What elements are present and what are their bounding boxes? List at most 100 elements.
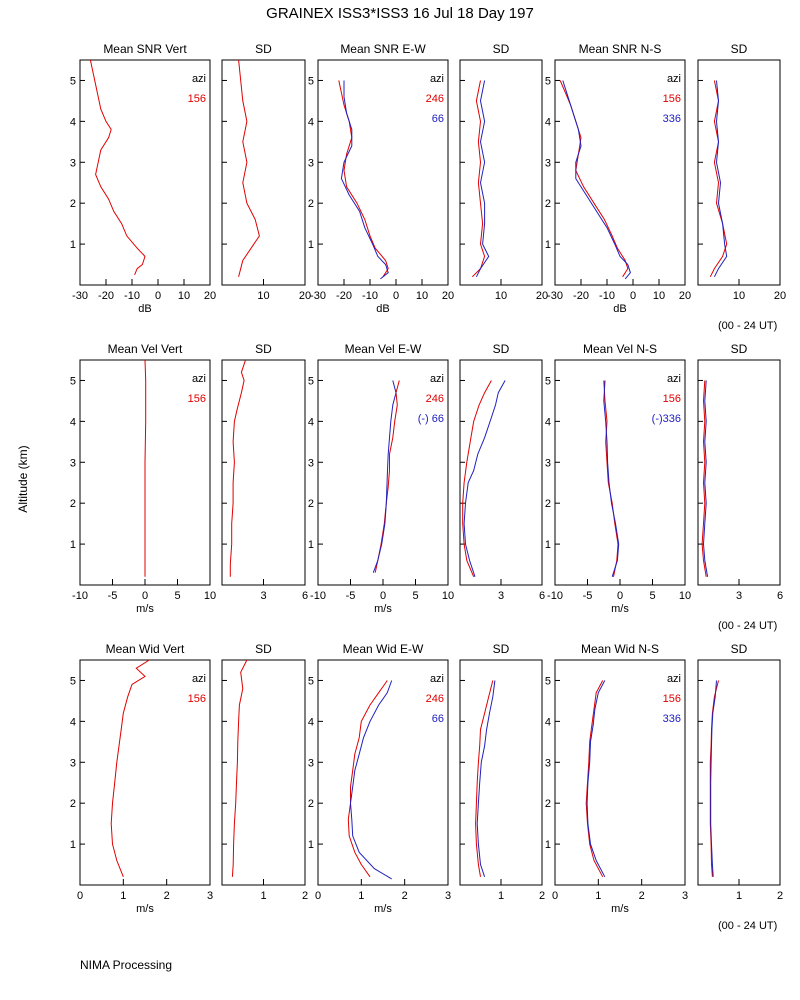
snr-panel-1-series-156 xyxy=(89,59,146,275)
wid-panel-3-xtick-label: 1 xyxy=(358,890,364,902)
vel-panel-3-xtick-label: -5 xyxy=(346,590,356,602)
wid-panel-5-legend-title: azi xyxy=(667,673,681,685)
vel-panel-5-legend-entry: 156 xyxy=(663,393,681,405)
vel-panel-1-title: Mean Vel Vert xyxy=(108,342,183,356)
vel-panel-3-xtick-label: 5 xyxy=(412,590,418,602)
snr-panel-5-xtick-label: 20 xyxy=(679,290,691,302)
wid-panel-6-title: SD xyxy=(731,642,748,656)
vel-panel-5-xtick-label: -10 xyxy=(547,590,563,602)
wid-panel-5-title: Mean Wid N-S xyxy=(581,642,659,656)
vel-panel-4-series-(-) 66 xyxy=(463,380,506,577)
vel-panel-3-series-(-) 66 xyxy=(372,380,397,573)
vel-panel-1-legend-entry: 156 xyxy=(188,393,206,405)
wid-panel-5-series-336 xyxy=(586,680,606,878)
wid-panel-3-xtick-label: 0 xyxy=(315,890,321,902)
snr-panel-4-xtick-label: 20 xyxy=(536,290,548,302)
snr-panel-1-xtick-label: 0 xyxy=(155,290,161,302)
vel-panel-5-xtick-label: 5 xyxy=(649,590,655,602)
wid-panel-3-xtick-label: 2 xyxy=(402,890,408,902)
snr-panel-5-legend-entry: 336 xyxy=(663,113,681,125)
snr-panel-6-xtick-label: 10 xyxy=(733,290,745,302)
snr-panel-1-xtick-label: 20 xyxy=(204,290,216,302)
vel-panel-3-xtick-label: 10 xyxy=(442,590,454,602)
vel-panel-1-ytick-label: 4 xyxy=(70,416,76,428)
vel-panel-6-title: SD xyxy=(731,342,748,356)
wid-panel-1-ytick-label: 3 xyxy=(70,757,76,769)
snr-panel-1-ytick-label: 3 xyxy=(70,157,76,169)
snr-panel-3-frame xyxy=(317,59,449,286)
wid-panel-1-legend-entry: 156 xyxy=(188,693,206,705)
wid-panel-5-ytick-label: 5 xyxy=(545,675,551,687)
snr-panel-5-xlabel: dB xyxy=(613,303,626,315)
vel-panel-2-xtick-label: 3 xyxy=(260,590,266,602)
wid-panel-3-series-246 xyxy=(347,680,388,878)
vel-panel-5-legend-title: azi xyxy=(667,373,681,385)
wid-panel-5-xtick-label: 1 xyxy=(595,890,601,902)
wid-panel-1-title: Mean Wid Vert xyxy=(106,642,185,656)
wid-panel-1-xtick-label: 0 xyxy=(77,890,83,902)
wid-panel-2-xtick-label: 2 xyxy=(302,890,308,902)
snr-panel-3-series-66 xyxy=(340,80,389,280)
wid-panel-1-xtick-label: 1 xyxy=(120,890,126,902)
vel-panel-1-xtick-label: 10 xyxy=(204,590,216,602)
snr-panel-1-ytick-label: 1 xyxy=(70,239,76,251)
snr-panel-1-xtick-label: -30 xyxy=(72,290,88,302)
snr-panel-3-xtick-label: 0 xyxy=(393,290,399,302)
wid-panel-3-ytick-label: 4 xyxy=(308,716,314,728)
snr-panel-1-xtick-label: -20 xyxy=(98,290,114,302)
snr-panel-2-title: SD xyxy=(255,42,272,56)
snr-panel-3-xtick-label: -30 xyxy=(310,290,326,302)
snr-panel-2-series-156 xyxy=(238,59,260,277)
vel-panel-1-xtick-label: -5 xyxy=(108,590,118,602)
wid-panel-5-xlabel: m/s xyxy=(611,903,629,915)
wid-panel-5-frame xyxy=(554,659,686,886)
vel-panel-5-xtick-label: 10 xyxy=(679,590,691,602)
snr-panel-2-frame xyxy=(221,59,306,286)
snr-panel-4-series-66 xyxy=(475,80,490,278)
wid-panel-4-title: SD xyxy=(493,642,510,656)
vel-panel-5-ytick-label: 4 xyxy=(545,416,551,428)
snr-panel-3-xtick-label: 20 xyxy=(442,290,454,302)
wid-panel-3-series-66 xyxy=(349,680,393,880)
wid-panel-2-series-156 xyxy=(231,659,248,877)
vel-panel-3-legend-title: azi xyxy=(430,373,444,385)
snr-panel-3-legend-entry: 246 xyxy=(426,93,444,105)
wid-panel-1-xlabel: m/s xyxy=(136,903,154,915)
wid-panel-5-ytick-label: 3 xyxy=(545,757,551,769)
snr-panel-5-xtick-label: -10 xyxy=(599,290,615,302)
vel-panel-5-xtick-label: 0 xyxy=(617,590,623,602)
wid-panel-1-ytick-label: 4 xyxy=(70,716,76,728)
vel-panel-1-series-156 xyxy=(144,359,147,577)
vel-panel-3-ytick-label: 5 xyxy=(308,375,314,387)
snr-panel-5-legend-entry: 156 xyxy=(663,93,681,105)
wid-panel-1-frame xyxy=(79,659,211,886)
vel-panel-5-series-156 xyxy=(603,380,619,577)
snr-panel-3-title: Mean SNR E-W xyxy=(340,42,426,56)
wid-panel-3-xtick-label: 3 xyxy=(445,890,451,902)
vel-panel-6-series-(-)336 xyxy=(702,380,709,577)
snr-panel-5-ytick-label: 2 xyxy=(545,198,551,210)
snr-panel-3-legend-title: azi xyxy=(430,73,444,85)
vel-panel-5-xlabel: m/s xyxy=(611,603,629,615)
wid-panel-5-series-156 xyxy=(585,680,604,878)
vel-panel-3-legend-entry: 246 xyxy=(426,393,444,405)
snr-panel-1-legend-entry: 156 xyxy=(188,93,206,105)
wid-panel-6-xtick-label: 1 xyxy=(736,890,742,902)
wid-panel-1-legend-title: azi xyxy=(192,673,206,685)
snr-panel-1-xtick-label: 10 xyxy=(178,290,190,302)
wid-panel-3-legend-entry: 246 xyxy=(426,693,444,705)
snr-panel-1-legend-title: azi xyxy=(192,73,206,85)
vel-panel-3-ytick-label: 4 xyxy=(308,416,314,428)
wid-panel-1-ytick-label: 2 xyxy=(70,798,76,810)
snr-panel-2-xtick-label: 10 xyxy=(257,290,269,302)
vel-panel-5-ytick-label: 5 xyxy=(545,375,551,387)
wid-panel-3-ytick-label: 5 xyxy=(308,675,314,687)
snr-panel-5-ytick-label: 3 xyxy=(545,157,551,169)
vel-panel-3-xlabel: m/s xyxy=(374,603,392,615)
vel-panel-3-series-246 xyxy=(374,380,400,573)
snr-panel-4-frame xyxy=(459,59,543,286)
vel-panel-5-ytick-label: 2 xyxy=(545,498,551,510)
wid-panel-4-xtick-label: 1 xyxy=(498,890,504,902)
snr-panel-1-ytick-label: 4 xyxy=(70,116,76,128)
wid-panel-2-xtick-label: 1 xyxy=(260,890,266,902)
